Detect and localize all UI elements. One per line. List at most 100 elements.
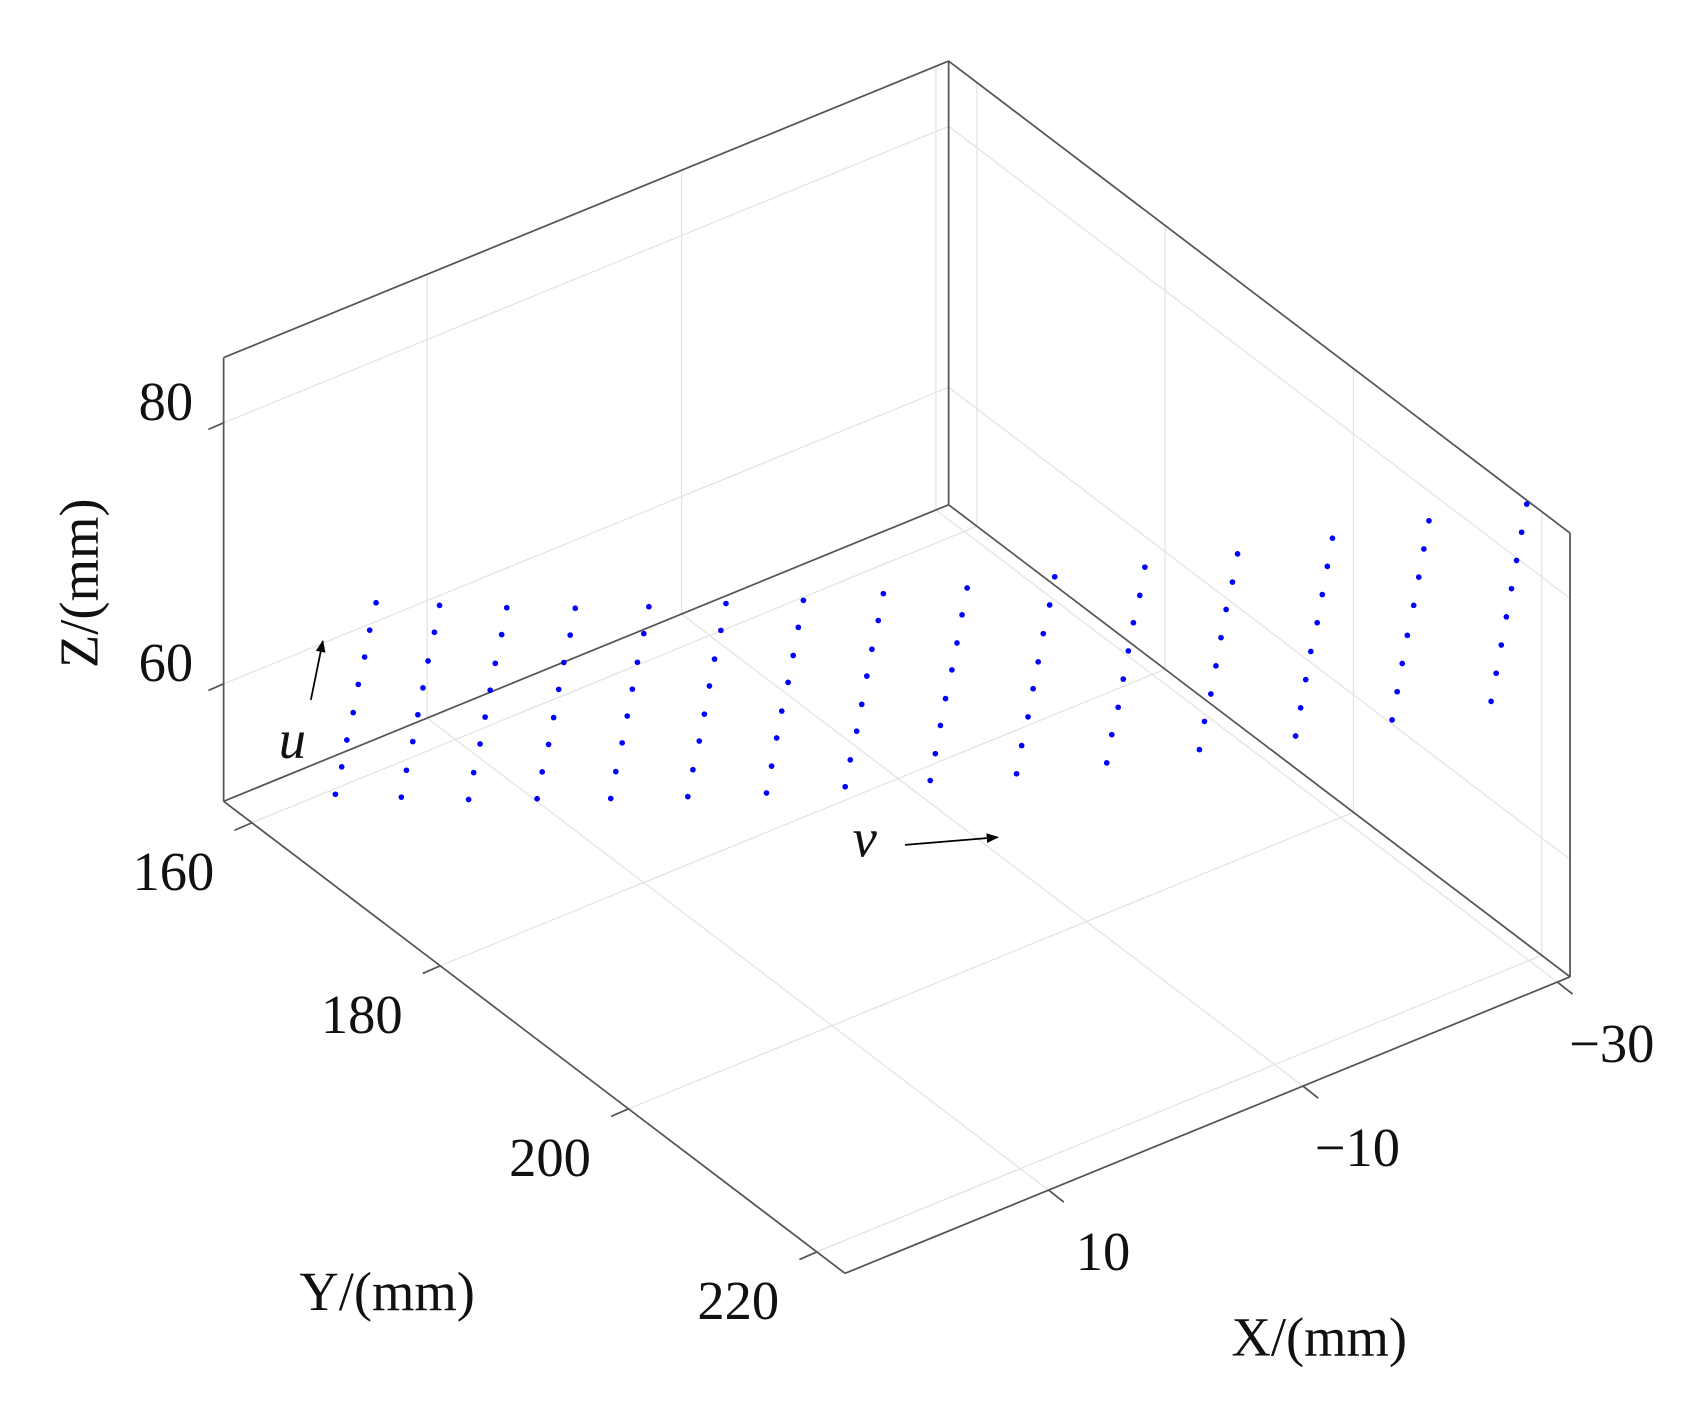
point (1389, 717, 1395, 723)
point (355, 681, 362, 688)
point (567, 632, 574, 638)
z-tick-label: 80 (139, 371, 194, 432)
point (927, 777, 934, 784)
point (366, 627, 373, 633)
point (487, 687, 494, 694)
point (465, 796, 472, 803)
point (1213, 663, 1219, 669)
point (1503, 614, 1510, 620)
x-tick-label: −30 (1569, 1013, 1654, 1074)
point (932, 750, 939, 757)
point (477, 741, 483, 747)
point (785, 679, 791, 686)
point (492, 660, 499, 667)
point (942, 695, 949, 702)
point (853, 728, 860, 735)
point (696, 738, 703, 744)
point (880, 590, 887, 597)
point (1292, 733, 1299, 739)
point (1297, 704, 1304, 711)
grid-line (681, 613, 1304, 1087)
point (1508, 585, 1515, 592)
grid-line (223, 386, 949, 685)
point (1125, 648, 1132, 654)
x-axis-title: X/(mm) (1231, 1307, 1407, 1368)
point (1025, 714, 1031, 720)
point (503, 604, 510, 611)
point (763, 790, 770, 796)
point (964, 585, 970, 591)
grid-line (439, 668, 1166, 967)
point (572, 605, 579, 612)
axis-line (223, 503, 949, 803)
point (723, 600, 729, 607)
point (875, 617, 882, 624)
point (403, 767, 410, 774)
point (1013, 770, 1020, 777)
y-tick (234, 821, 253, 832)
point (555, 686, 562, 693)
point (1523, 501, 1530, 507)
point (640, 630, 647, 637)
point (539, 769, 546, 775)
point (684, 793, 691, 800)
point (1415, 574, 1422, 580)
y-axis-title: Y/(mm) (299, 1261, 475, 1322)
points (332, 501, 1530, 803)
point (1329, 535, 1336, 542)
annotation-arrow (309, 639, 326, 701)
labels: X/(mm) Y/(mm) Z/(mm) u v −30 −10 10 160 180 2… (49, 371, 1655, 1368)
grid (223, 66, 1571, 1253)
point (470, 769, 477, 776)
point (768, 763, 775, 769)
point (701, 711, 708, 718)
point (1324, 563, 1331, 570)
point (1421, 546, 1427, 552)
point (498, 631, 505, 638)
point (338, 764, 345, 770)
annotation: u (279, 709, 306, 770)
y-tick-label: 160 (133, 841, 215, 902)
point (706, 683, 713, 689)
point (718, 627, 724, 634)
point (1498, 642, 1505, 648)
z-tick-label: 60 (139, 632, 194, 693)
point (1399, 660, 1406, 667)
annotation-arrow (904, 833, 999, 846)
grid-line (948, 125, 1571, 599)
point (425, 658, 431, 664)
x-tick (1302, 1085, 1319, 1099)
point (869, 646, 875, 653)
point (1513, 557, 1520, 564)
point (1051, 573, 1058, 580)
point (790, 652, 797, 659)
y-tick (422, 965, 441, 975)
point (1518, 529, 1525, 536)
point (937, 722, 944, 729)
x-tick-label: −10 (1315, 1117, 1400, 1178)
point (1035, 659, 1042, 665)
point (545, 741, 552, 748)
grid-line (426, 717, 1049, 1191)
point (1136, 592, 1143, 599)
point (350, 709, 357, 716)
y-tick-label: 200 (509, 1127, 591, 1188)
y-tick-label: 180 (321, 984, 403, 1045)
grid-line (628, 811, 1354, 1110)
point (1142, 564, 1148, 570)
point (800, 597, 807, 604)
point (1404, 632, 1411, 639)
point (959, 612, 965, 618)
point (795, 624, 802, 631)
point (1040, 630, 1047, 637)
point (431, 629, 438, 636)
point (1018, 742, 1025, 749)
grid-line (223, 125, 949, 424)
grid-line (948, 386, 1571, 860)
point (690, 766, 696, 773)
axis-line (223, 60, 949, 359)
point (1115, 704, 1121, 711)
axes-box (208, 60, 1574, 1275)
point (332, 791, 339, 798)
point (624, 713, 631, 719)
